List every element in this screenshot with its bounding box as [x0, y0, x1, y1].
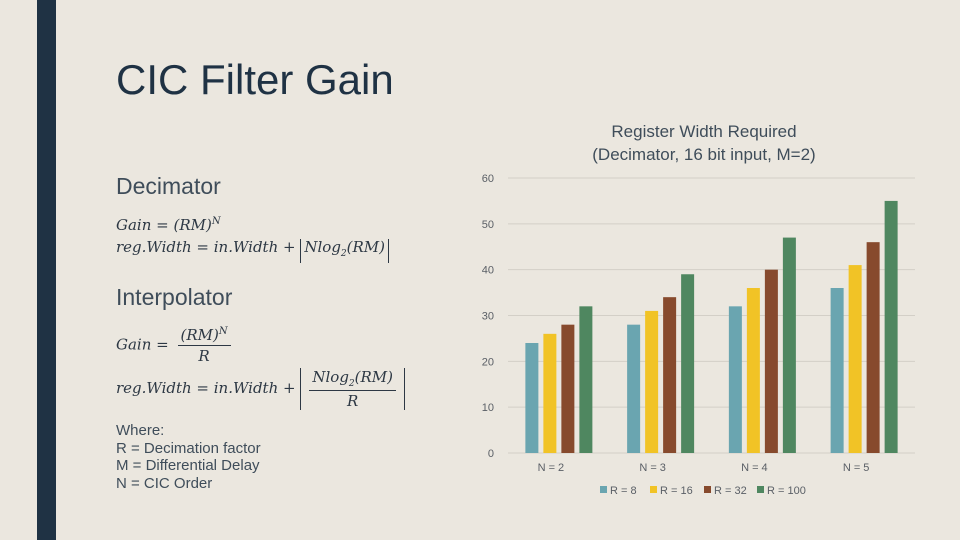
interpolator-gain-formula: Gain = (RM)N R	[116, 326, 235, 365]
x-tick-label: N = 5	[843, 462, 870, 474]
bar-N=4-R=100	[782, 237, 796, 453]
y-tick-label: 20	[482, 356, 494, 368]
y-tick-label: 60	[482, 173, 494, 185]
y-tick-label: 30	[482, 311, 494, 323]
chart-title-line: (Decimator, 16 bit input, M=2)	[592, 145, 815, 164]
where-line: R = Decimation factor	[116, 439, 261, 457]
bar-N=3-R=32	[663, 297, 677, 453]
legend-label: R = 16	[660, 485, 693, 497]
bar-N=2-R=32	[561, 324, 575, 453]
decimator-heading: Decimator	[116, 173, 221, 199]
bar-N=5-R=32	[866, 242, 880, 453]
bar-N=5-R=8	[830, 288, 844, 453]
bar-N=2-R=8	[525, 343, 539, 453]
legend-swatch	[650, 486, 657, 493]
legend-swatch	[704, 486, 711, 493]
bar-N=3-R=8	[627, 324, 641, 453]
x-tick-label: N = 3	[639, 462, 666, 474]
legend-label: R = 8	[610, 485, 637, 497]
gain-fraction: (RM)N R	[177, 326, 231, 365]
bar-N=4-R=32	[764, 269, 778, 453]
interpolator-regwidth-formula: reg.Width = in.Width + Nlog2(RM) R	[116, 368, 406, 410]
legend-label: R = 100	[767, 485, 806, 497]
chart-title-line: Register Width Required	[611, 122, 796, 141]
legend-swatch	[757, 486, 764, 493]
bar-N=2-R=100	[579, 306, 593, 453]
decimator-gain-formula: Gain = (RM)N	[116, 216, 221, 234]
where-line: Where:	[116, 422, 165, 439]
bar-N=5-R=16	[848, 265, 862, 453]
legend-swatch	[600, 486, 607, 493]
where-line: M = Differential Delay	[116, 457, 260, 474]
ceiling-brackets: Nlog2(RM) R	[300, 368, 406, 410]
y-tick-label: 10	[482, 402, 494, 414]
accent-side-bar	[37, 0, 56, 540]
ceiling-brackets: Nlog2(RM)	[300, 239, 390, 263]
variable-definitions: Where: R = Decimation factor M = Differe…	[116, 422, 261, 492]
x-tick-label: N = 4	[741, 462, 768, 474]
y-tick-label: 50	[482, 219, 494, 231]
where-line: N = CIC Order	[116, 474, 213, 492]
y-tick-label: 40	[482, 265, 494, 277]
x-tick-label: N = 2	[538, 462, 565, 474]
interpolator-heading: Interpolator	[116, 284, 233, 310]
bar-N=4-R=8	[728, 306, 742, 453]
slide-title: CIC Filter Gain	[116, 56, 394, 103]
bar-N=4-R=16	[746, 288, 760, 453]
decimator-regwidth-formula: reg.Width = in.Width + Nlog2(RM)	[116, 238, 390, 263]
legend-label: R = 32	[714, 485, 747, 497]
bar-N=2-R=16	[543, 333, 557, 453]
y-tick-label: 0	[488, 448, 494, 460]
bar-N=5-R=100	[884, 200, 898, 453]
bar-N=3-R=16	[645, 310, 659, 453]
bar-N=3-R=100	[681, 274, 695, 453]
